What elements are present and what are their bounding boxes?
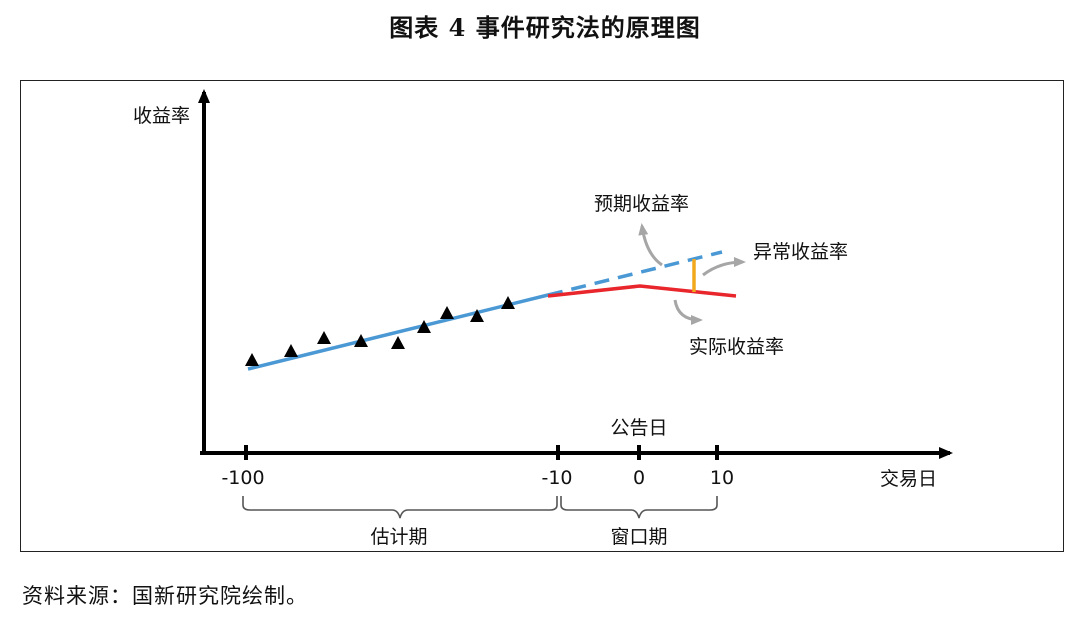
event-window-brace bbox=[560, 496, 718, 519]
observation-triangle bbox=[501, 296, 515, 309]
expected-return-dashed-line bbox=[547, 250, 723, 297]
event-window-label: 窗口期 bbox=[610, 526, 667, 548]
observation-points bbox=[245, 296, 515, 366]
observation-triangle bbox=[391, 336, 405, 349]
estimation-window-label: 估计期 bbox=[370, 526, 427, 548]
estimation-window-brace bbox=[242, 496, 558, 519]
y-axis-label: 收益率 bbox=[133, 105, 190, 127]
actual-return-pointer-arrow bbox=[673, 299, 703, 325]
estimation-regression-line bbox=[247, 293, 549, 371]
abnormal-return-label: 异常收益率 bbox=[753, 241, 848, 263]
diagram-frame bbox=[20, 80, 1064, 552]
tick-label-minus10: -10 bbox=[541, 467, 572, 489]
x-axis-label: 交易日 bbox=[880, 468, 937, 490]
abnormal-return-pointer-arrow bbox=[702, 257, 746, 277]
observation-triangle bbox=[470, 309, 484, 322]
expected-return-label: 预期收益率 bbox=[594, 193, 689, 215]
observation-triangle bbox=[245, 353, 259, 366]
observation-triangle bbox=[317, 331, 331, 344]
source-note: 资料来源：国新研究院绘制。 bbox=[22, 584, 308, 608]
tick-label-10: 10 bbox=[710, 467, 734, 489]
tick-label-minus100: -100 bbox=[221, 467, 264, 489]
expected-return-pointer-arrow bbox=[638, 223, 663, 267]
actual-return-label: 实际收益率 bbox=[689, 336, 784, 358]
observation-triangle bbox=[417, 320, 431, 333]
actual-return-line bbox=[547, 284, 737, 298]
observation-triangle bbox=[440, 306, 454, 319]
figure-title: 图表 4 事件研究法的原理图 bbox=[389, 13, 701, 42]
announcement-day-label: 公告日 bbox=[610, 417, 667, 439]
observation-triangle bbox=[354, 334, 368, 347]
observation-triangle bbox=[284, 344, 298, 357]
tick-label-0: 0 bbox=[633, 467, 645, 489]
